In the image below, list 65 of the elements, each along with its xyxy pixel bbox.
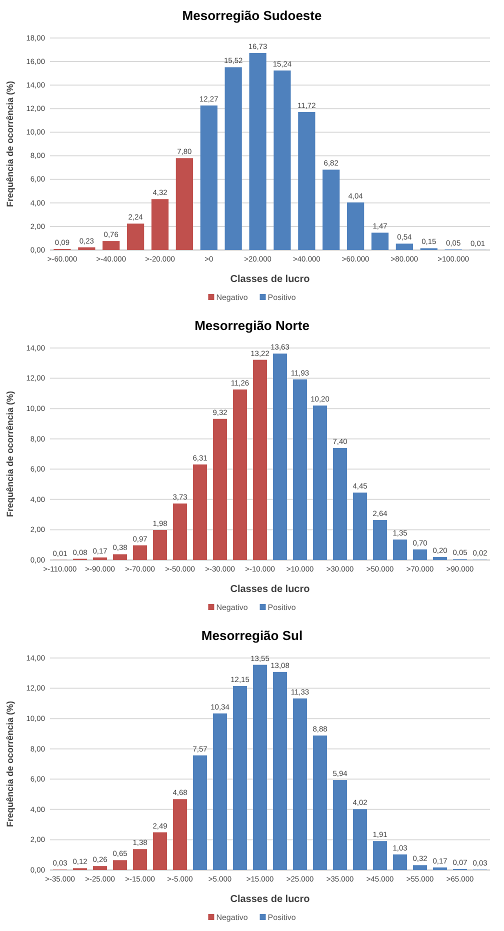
bar xyxy=(176,158,193,250)
bar xyxy=(333,448,347,560)
bar xyxy=(393,854,407,870)
bar xyxy=(322,170,340,250)
bar xyxy=(413,549,427,560)
x-axis-title: Classes de lucro xyxy=(230,584,310,595)
bar xyxy=(93,866,107,870)
bar xyxy=(413,865,427,870)
legend-label: Positivo xyxy=(268,603,296,612)
bar xyxy=(153,832,167,870)
bar xyxy=(233,389,247,560)
bar xyxy=(233,686,247,870)
bar xyxy=(133,545,147,560)
bar xyxy=(393,540,407,560)
bar xyxy=(127,224,144,250)
bar xyxy=(193,464,207,560)
bar xyxy=(93,557,107,560)
legend-label: Negativo xyxy=(216,913,248,922)
legend-label: Positivo xyxy=(268,293,296,302)
bar xyxy=(347,202,364,250)
bar xyxy=(253,664,267,870)
x-axis-title: Classes de lucro xyxy=(230,274,310,285)
bar xyxy=(173,504,187,560)
legend-label: Positivo xyxy=(268,913,296,922)
bar xyxy=(373,841,387,870)
bar xyxy=(274,70,291,250)
bar xyxy=(293,379,307,560)
bar xyxy=(273,354,287,560)
bar xyxy=(249,52,266,250)
bar xyxy=(133,849,147,870)
bar xyxy=(313,736,327,870)
legend-label: Negativo xyxy=(216,293,248,302)
bar xyxy=(173,799,187,870)
bar xyxy=(433,867,447,870)
bar xyxy=(371,232,389,250)
bar xyxy=(333,780,347,870)
bar xyxy=(213,418,227,560)
bar xyxy=(433,556,447,560)
y-axis-title: Frequência de ocorrência (%) xyxy=(5,80,15,208)
bar xyxy=(102,241,120,250)
bar xyxy=(213,713,227,870)
bar xyxy=(113,554,127,560)
legend-label: Negativo xyxy=(216,603,248,612)
bar xyxy=(298,112,316,250)
bar xyxy=(353,492,367,560)
bar xyxy=(193,755,207,870)
bar xyxy=(353,809,367,870)
bar xyxy=(253,360,267,560)
chart-title: Mesorregião Norte xyxy=(194,318,310,333)
bar xyxy=(273,672,287,870)
bar xyxy=(113,860,127,870)
bar xyxy=(78,247,96,250)
bar xyxy=(224,67,242,250)
chart-title: Mesorregião Sul xyxy=(201,628,303,643)
bar xyxy=(373,520,387,560)
x-axis-title: Classes de lucro xyxy=(230,894,310,905)
bar xyxy=(313,406,327,560)
chart-title: Mesorregião Sudoeste xyxy=(182,8,322,23)
bar xyxy=(153,530,167,560)
bar xyxy=(293,698,307,870)
bar xyxy=(151,199,169,250)
y-axis-title: Frequência de ocorrência (%) xyxy=(5,700,15,828)
bar xyxy=(200,105,218,250)
y-axis-title: Frequência de ocorrência (%) xyxy=(5,390,15,518)
bar xyxy=(396,244,413,250)
